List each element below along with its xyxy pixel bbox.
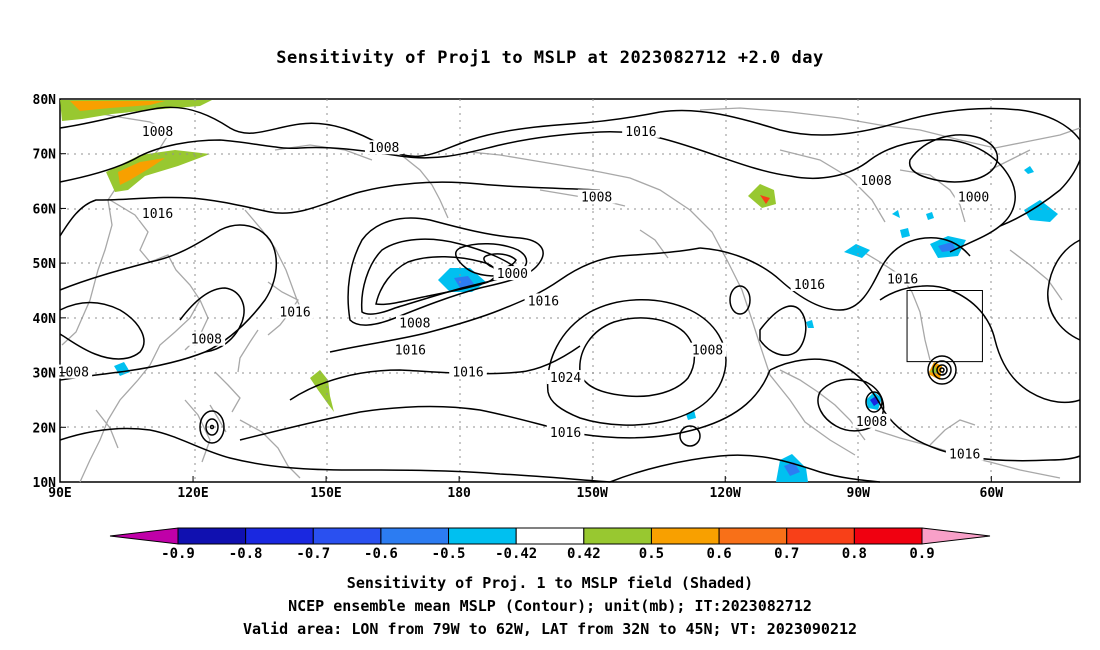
colorbar-label: 0.8 [842,546,867,562]
colorbar-left-triangle [109,527,179,545]
lat-label: 60N [33,202,57,217]
contour-label-bg [688,342,727,357]
valid-area-box [906,290,983,363]
colorbar-segment [312,527,382,545]
lon-label: 90W [847,486,871,501]
contour-label: 1000 [958,190,989,205]
lon-label: 60W [980,486,1004,501]
contour-label: 1008 [58,366,89,381]
colorbar-label: 0.7 [774,546,799,562]
colorbar-segment [448,527,517,545]
contour-label-bg [54,364,93,379]
contour-label-bg [945,446,984,461]
contour-label: 1016 [528,294,559,309]
colorbar-segment [718,527,788,545]
colorbar-label: 0.5 [639,546,664,562]
lon-label: 120E [177,486,208,501]
graticule [60,99,1080,482]
colorbar-segment [515,527,585,545]
contour-label: 1016 [142,207,173,222]
contour-label: 1016 [794,278,825,293]
contour-label: 1016 [625,125,656,140]
lon-label: 150W [577,486,608,501]
latitude-labels: 80N 70N 60N 50N 40N 30N 20N 10N [33,93,66,491]
contour-label-bg [138,123,177,138]
contour-label-bg [954,189,993,204]
lon-label: 90E [48,486,71,501]
footer-valid-area-caption: Valid area: LON from 79W to 62W, LAT fro… [242,620,858,638]
contour-label: 1016 [887,273,918,288]
longitude-labels: 90E 120E 150E 180 150W 120W 90W 60W [48,476,1003,501]
colorbar-label: -0.8 [229,546,263,562]
contour-label-bg [546,370,585,385]
contour-label: 1008 [692,344,723,359]
lat-label: 20N [33,421,57,436]
contour-label-bg [276,304,314,319]
contour-label: 1016 [452,366,483,381]
contour-label: 1016 [949,448,980,463]
mslp-contours [59,106,1081,483]
contour-label: 1000 [497,267,528,282]
contour-label-bg [577,189,616,204]
lon-label: 120W [710,486,741,501]
colorbar-right-triangle [921,527,991,545]
contour-label: 1016 [550,426,581,441]
colorbar-label: -0.5 [432,546,466,562]
contour-label: 1008 [142,125,173,140]
contour-label-bg [187,331,226,346]
contour-label-bg [857,173,895,188]
contour-label-bg [524,293,563,308]
colorbar-segment [853,527,923,545]
colorbar [109,527,991,545]
colorbar-label: 0.9 [909,546,934,562]
contour-label: 1008 [368,141,399,156]
contour-label-bg [790,277,829,292]
lon-label: 180 [447,486,471,501]
contour-label-bg [395,315,434,330]
sensitivity-shading [60,100,1058,482]
contour-label: 1016 [395,344,426,359]
contour-label-bg [546,424,585,439]
contour-label: 1016 [279,305,310,320]
contour-label: 1008 [860,174,891,189]
contour-label-bg [449,364,487,379]
colorbar-label: -0.7 [296,546,330,562]
contour-label: 1008 [191,333,222,348]
colorbar-label: -0.6 [364,546,398,562]
contour-label-bg [138,205,177,220]
colorbar-label: -0.9 [161,546,195,562]
colorbar-segment [177,527,247,545]
colorbar-segment [245,527,314,545]
contour-label: 1008 [581,190,612,205]
footer-shading-caption: Sensitivity of Proj. 1 to MSLP field (Sh… [346,574,754,592]
map-title: Sensitivity of Proj1 to MSLP at 20230827… [276,48,824,68]
colorbar-segment [583,527,652,545]
contour-label: 1008 [856,415,887,430]
colorbar-label: 0.6 [706,546,731,562]
lat-label: 10N [33,476,57,491]
lon-label: 150E [310,486,341,501]
contour-label-bg [622,123,660,138]
lat-label: 80N [33,93,57,108]
contour-label: 1024 [550,371,581,386]
lat-label: 30N [33,367,57,382]
colorbar-segment [650,527,720,545]
colorbar-label: -0.42 [495,546,537,562]
contour-label-bg [852,413,891,428]
colorbar-labels: -0.9 -0.8 -0.7 -0.6 -0.5 -0.42 0.42 0.5 0.6 0.7 0.… [161,546,935,562]
contour-label-bg [364,140,403,155]
colorbar-label: 0.42 [567,546,601,562]
contour-label-bg [883,271,922,286]
footer-contour-caption: NCEP ensemble mean MSLP (Contour); unit(… [288,597,812,615]
contour-label: 1008 [399,316,430,331]
lat-label: 50N [33,257,57,272]
contour-label-bg [493,266,532,281]
colorbar-segment [786,527,855,545]
contour-label-bg [391,342,430,357]
colorbar-segment [380,527,450,545]
lat-label: 40N [33,312,57,327]
lat-label: 70N [33,148,57,163]
